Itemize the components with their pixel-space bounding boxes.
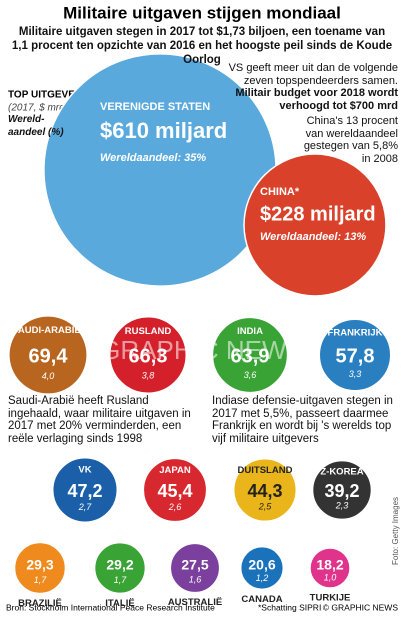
value-label: $228 miljard bbox=[260, 203, 376, 225]
bubble bbox=[13, 541, 67, 595]
bubble-name: Verenigde Staten bbox=[100, 101, 210, 113]
legend-unit: (2017, $ mrd) bbox=[8, 103, 68, 114]
bubble bbox=[311, 459, 373, 521]
legend-title: Top Uitgevers bbox=[8, 90, 89, 101]
value-label: 44,3 bbox=[247, 481, 282, 501]
subtitle: Militaire uitgaven stegen in 2017 tot $1… bbox=[11, 26, 393, 66]
legend-share: Wereld-aandeel (%) bbox=[8, 114, 64, 138]
value-label: 57,8 bbox=[336, 345, 375, 367]
value-label: 27,5 bbox=[181, 557, 208, 573]
note: *Schatting SIPRI bbox=[258, 602, 321, 612]
source: Bron: Stockholm International Peace Rese… bbox=[6, 602, 215, 612]
bubble-name: Duitsland bbox=[238, 465, 293, 476]
bubble-name: Turkije bbox=[310, 593, 351, 604]
share-label: 3,6 bbox=[244, 370, 257, 380]
bubble-name: Italië bbox=[105, 598, 134, 609]
bubble bbox=[309, 547, 351, 589]
bubble bbox=[243, 153, 387, 297]
bubble bbox=[142, 457, 208, 523]
share-label: 3,3 bbox=[349, 369, 362, 379]
share-label: 1,6 bbox=[189, 575, 202, 585]
annotation: Militair budget voor 2018 wordt verhoogd… bbox=[235, 87, 398, 112]
value-label: $610 miljard bbox=[100, 118, 227, 143]
bubble-name: VK bbox=[78, 464, 91, 475]
share-label: Wereldaandeel: 35% bbox=[100, 152, 206, 164]
bubble-name: Saudi-Arabië* bbox=[12, 325, 85, 336]
value-label: 29,3 bbox=[26, 557, 53, 573]
value-label: 45,4 bbox=[157, 481, 192, 501]
share-label: 2,7 bbox=[78, 502, 93, 512]
bubble-name: India bbox=[237, 326, 263, 337]
share-label: 1,0 bbox=[324, 572, 337, 582]
annotation: Saudi-Arabië heeft Rusland ingehaald, wa… bbox=[8, 395, 191, 445]
value-label: 63,9 bbox=[231, 345, 270, 367]
bubble-name: Australië bbox=[168, 597, 222, 608]
photo-credit: Foto: Getty Images bbox=[391, 497, 400, 565]
value-label: 66,3 bbox=[129, 345, 168, 367]
bubble-name: Frankrijk bbox=[328, 327, 383, 338]
bubble-name: Rusland bbox=[125, 326, 172, 337]
share-label: 2,6 bbox=[168, 502, 182, 512]
share-label: 1,2 bbox=[256, 573, 269, 583]
bubble bbox=[51, 456, 119, 524]
bubble bbox=[169, 542, 221, 594]
value-label: 18,2 bbox=[316, 557, 343, 573]
share-label: 2,3 bbox=[335, 501, 349, 511]
annotation: VS geeft meer uit dan de volgende zeven … bbox=[228, 62, 398, 87]
bubble bbox=[8, 315, 88, 395]
share-label: 1,7 bbox=[34, 575, 48, 585]
bubble bbox=[93, 541, 147, 595]
bubble-name: Z-Korea bbox=[320, 466, 363, 477]
share-label: 4,0 bbox=[42, 371, 55, 381]
annotation: China's 13 procent van wereldaandeel ges… bbox=[303, 115, 398, 165]
share-label: Wereldaandeel: 13% bbox=[260, 231, 366, 243]
share-label: 2,5 bbox=[258, 502, 273, 512]
value-label: 29,2 bbox=[106, 557, 133, 573]
bubble-name: Canada bbox=[241, 594, 282, 605]
bubble bbox=[239, 545, 285, 591]
bubble-name: Brazilië bbox=[18, 598, 62, 609]
bubble-name: Japan bbox=[159, 465, 191, 476]
value-label: 47,2 bbox=[67, 481, 102, 501]
bubble bbox=[211, 316, 289, 394]
chart-title: Militaire uitgaven stijgen mondiaal bbox=[63, 3, 341, 22]
annotation: Indiase defensie-uitgaven stegen in 2017… bbox=[212, 395, 393, 445]
bubble-name: China* bbox=[260, 186, 300, 198]
bubble bbox=[108, 315, 188, 395]
bubble bbox=[318, 318, 392, 392]
value-label: 69,4 bbox=[29, 345, 69, 367]
value-label: 39,2 bbox=[324, 481, 359, 501]
bubble bbox=[232, 457, 298, 523]
share-label: 3,8 bbox=[142, 370, 155, 380]
share-label: 1,7 bbox=[114, 575, 128, 585]
value-label: 20,6 bbox=[248, 557, 275, 573]
watermark: GRAPHIC NEWS bbox=[100, 335, 304, 365]
credit: © GRAPHIC NEWS bbox=[323, 602, 399, 612]
